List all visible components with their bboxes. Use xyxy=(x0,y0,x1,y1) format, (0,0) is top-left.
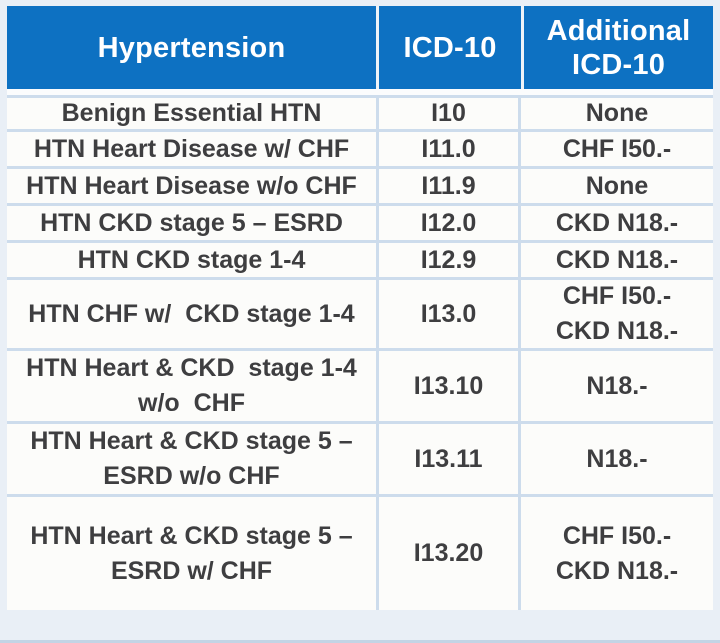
header-icd10: ICD-10 xyxy=(376,6,521,89)
table-header-row: Hypertension ICD-10 Additional ICD-10 xyxy=(7,6,713,95)
cell-line: I12.9 xyxy=(420,245,477,274)
cell-condition: HTN CHF w/ CKD stage 1-4 xyxy=(7,280,376,348)
cell-additional-code: CHF I50.- xyxy=(518,132,713,166)
cell-line: HTN Heart & CKD stage 1-4 xyxy=(26,354,357,382)
cell-condition: HTN CKD stage 5 – ESRD xyxy=(7,206,376,240)
table-row: HTN Heart & CKD stage 1-4 w/o CHF I13.10 N1… xyxy=(7,348,713,421)
cell-line: I13.11 xyxy=(414,444,483,473)
cell-line: ESRD w/ CHF xyxy=(110,556,273,585)
cell-line: I13.10 xyxy=(413,371,484,400)
cell-line: HTN CKD stage 5 – ESRD xyxy=(40,208,343,237)
cell-icd10-code: I10 xyxy=(376,98,518,129)
cell-additional-code: None xyxy=(518,169,713,203)
cell-line: CKD N18.- xyxy=(555,245,679,274)
cell-condition: HTN Heart Disease w/o CHF xyxy=(7,169,376,203)
cell-icd10-code: I11.9 xyxy=(376,169,518,203)
header-additional-line1: Additional xyxy=(546,14,691,47)
cell-additional-code: CHF I50.- CKD N18.- xyxy=(518,497,713,610)
cell-icd10-code: I12.9 xyxy=(376,243,518,277)
cell-condition: Benign Essential HTN xyxy=(7,98,376,129)
cell-line: I11.9 xyxy=(421,171,476,200)
table-row: HTN Heart & CKD stage 5 – ESRD w/ CHF I13.… xyxy=(7,494,713,610)
header-hypertension-label: Hypertension xyxy=(97,31,286,64)
cell-line: CKD N18.- xyxy=(555,208,679,237)
cell-additional-code: CKD N18.- xyxy=(518,206,713,240)
table-body: Benign Essential HTN I10 None HTN Heart Dis… xyxy=(7,95,713,610)
cell-line: ESRD w/o CHF xyxy=(103,462,280,490)
cell-icd10-code: I11.0 xyxy=(376,132,518,166)
cell-line: N18.- xyxy=(586,444,648,473)
cell-line: CHF I50.- xyxy=(562,521,672,550)
cell-line: I10 xyxy=(431,99,466,127)
header-additional-icd10: Additional ICD-10 xyxy=(521,6,713,89)
cell-icd10-code: I13.10 xyxy=(376,351,518,421)
table-row: HTN Heart & CKD stage 5 – ESRD w/o CHF I13… xyxy=(7,421,713,494)
cell-line: HTN Heart & CKD stage 5 – xyxy=(30,521,353,550)
cell-line: HTN CKD stage 1-4 xyxy=(77,245,306,274)
cell-line: None xyxy=(585,171,649,200)
cell-line: HTN Heart Disease w/o CHF xyxy=(26,171,357,200)
cell-line: HTN Heart & CKD stage 5 – xyxy=(30,427,353,455)
cell-line: HTN CHF w/ CKD stage 1-4 xyxy=(28,299,355,328)
cell-line: None xyxy=(585,99,649,127)
cell-condition: HTN Heart & CKD stage 1-4 w/o CHF xyxy=(7,351,376,421)
cell-line: CHF I50.- xyxy=(562,134,672,163)
cell-condition: HTN Heart & CKD stage 5 – ESRD w/ CHF xyxy=(7,497,376,610)
cell-line: CKD N18.- xyxy=(555,317,679,345)
cell-line: w/o CHF xyxy=(138,389,245,417)
cell-line: HTN Heart Disease w/ CHF xyxy=(33,134,350,163)
cell-line: CHF I50.- xyxy=(562,282,672,310)
cell-condition: HTN CKD stage 1-4 xyxy=(7,243,376,277)
header-hypertension: Hypertension xyxy=(7,6,376,89)
table-row: HTN Heart Disease w/o CHF I11.9 None xyxy=(7,166,713,203)
cell-icd10-code: I13.0 xyxy=(376,280,518,348)
cell-additional-code: CHF I50.- CKD N18.- xyxy=(518,280,713,348)
cell-icd10-code: I13.20 xyxy=(376,497,518,610)
table-row: HTN CKD stage 1-4 I12.9 CKD N18.- xyxy=(7,240,713,277)
cell-additional-code: CKD N18.- xyxy=(518,243,713,277)
cell-line: N18.- xyxy=(586,371,648,400)
cell-condition: HTN Heart Disease w/ CHF xyxy=(7,132,376,166)
cell-condition: HTN Heart & CKD stage 5 – ESRD w/o CHF xyxy=(7,424,376,494)
cell-line: I12.0 xyxy=(420,208,477,237)
cell-additional-code: N18.- xyxy=(518,351,713,421)
cell-additional-code: None xyxy=(518,98,713,129)
cell-icd10-code: I13.11 xyxy=(376,424,518,494)
table-row: HTN CKD stage 5 – ESRD I12.0 CKD N18.- xyxy=(7,203,713,240)
cell-line: I13.20 xyxy=(413,539,484,567)
table-row: HTN CHF w/ CKD stage 1-4 I13.0 CHF I50.- CK… xyxy=(7,277,713,348)
table-row: HTN Heart Disease w/ CHF I11.0 CHF I50.- xyxy=(7,129,713,166)
cell-icd10-code: I12.0 xyxy=(376,206,518,240)
table-row: Benign Essential HTN I10 None xyxy=(7,95,713,129)
cell-line: Benign Essential HTN xyxy=(61,99,322,127)
cell-line: I13.0 xyxy=(420,299,477,328)
cell-line: CKD N18.- xyxy=(555,556,679,585)
cell-line: I11.0 xyxy=(421,134,476,163)
header-icd10-label: ICD-10 xyxy=(403,31,497,64)
cell-additional-code: N18.- xyxy=(518,424,713,494)
header-additional-line2: ICD-10 xyxy=(571,48,666,81)
icd10-table: Hypertension ICD-10 Additional ICD-10 Be… xyxy=(7,6,713,610)
